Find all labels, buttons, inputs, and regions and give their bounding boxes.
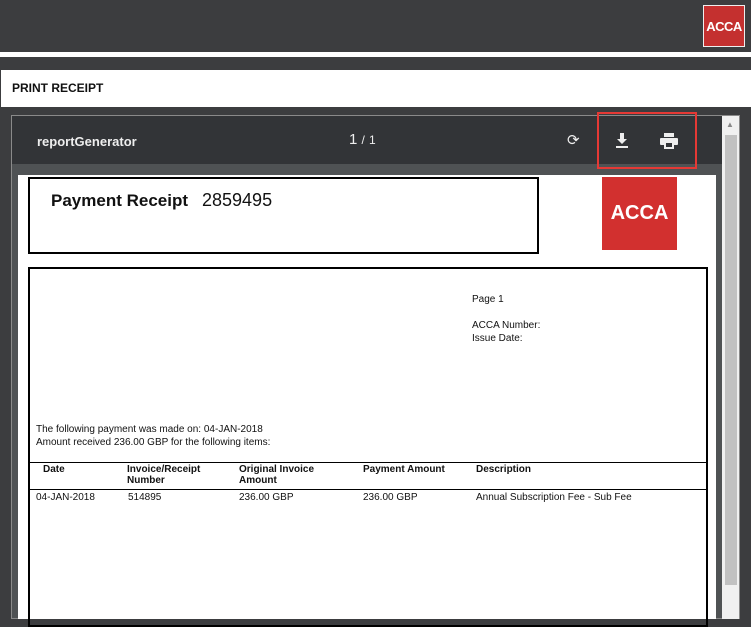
current-page: 1: [349, 131, 358, 148]
column-header-invoice: Invoice/Receipt Number: [127, 464, 201, 486]
acca-logo-document: ACCA: [602, 177, 677, 250]
row-original-amount: 236.00 GBP: [239, 492, 294, 503]
divider: [0, 52, 751, 57]
document-name: reportGenerator: [37, 134, 137, 149]
top-bar: [0, 0, 751, 52]
acca-number-label: ACCA Number:: [472, 320, 541, 331]
document-page: [18, 175, 716, 619]
scrollbar-thumb[interactable]: [725, 135, 737, 585]
receipt-header-box: [28, 177, 539, 254]
scroll-up-icon[interactable]: ▲: [726, 120, 734, 129]
print-icon[interactable]: [660, 133, 678, 154]
row-description: Annual Subscription Fee - Sub Fee: [476, 492, 632, 503]
download-icon[interactable]: [615, 133, 629, 154]
viewer-toolbar: [12, 116, 722, 164]
highlight-box: [597, 112, 697, 169]
page-title: PRINT RECEIPT: [12, 81, 104, 95]
column-header-date: Date: [43, 464, 65, 475]
total-pages: 1: [369, 133, 376, 147]
receipt-title: Payment Receipt: [51, 191, 188, 210]
table-header-rule: [28, 489, 708, 490]
amount-line: Amount received 236.00 GBP for the follo…: [36, 437, 271, 448]
row-date: 04-JAN-2018: [36, 492, 95, 503]
page-separator: /: [361, 133, 365, 147]
issue-date-label: Issue Date:: [472, 333, 523, 344]
column-header-description: Description: [476, 464, 532, 475]
table-top-rule: [28, 462, 708, 463]
payment-date-line: The following payment was made on: 04-JA…: [36, 424, 263, 435]
page-indicator: 1 / 1: [349, 131, 376, 148]
title-band: [0, 70, 751, 107]
column-header-original-amount: Original Invoice Amount: [239, 464, 315, 486]
acca-logo[interactable]: ACCA: [703, 5, 745, 47]
receipt-number: 2859495: [202, 190, 273, 210]
row-invoice-number: 514895: [128, 492, 162, 503]
column-header-payment-amount: Payment Amount: [363, 464, 445, 475]
rotate-icon[interactable]: ⟳: [567, 132, 580, 149]
page-number: Page 1: [472, 294, 504, 305]
row-payment-amount: 236.00 GBP: [363, 492, 418, 503]
